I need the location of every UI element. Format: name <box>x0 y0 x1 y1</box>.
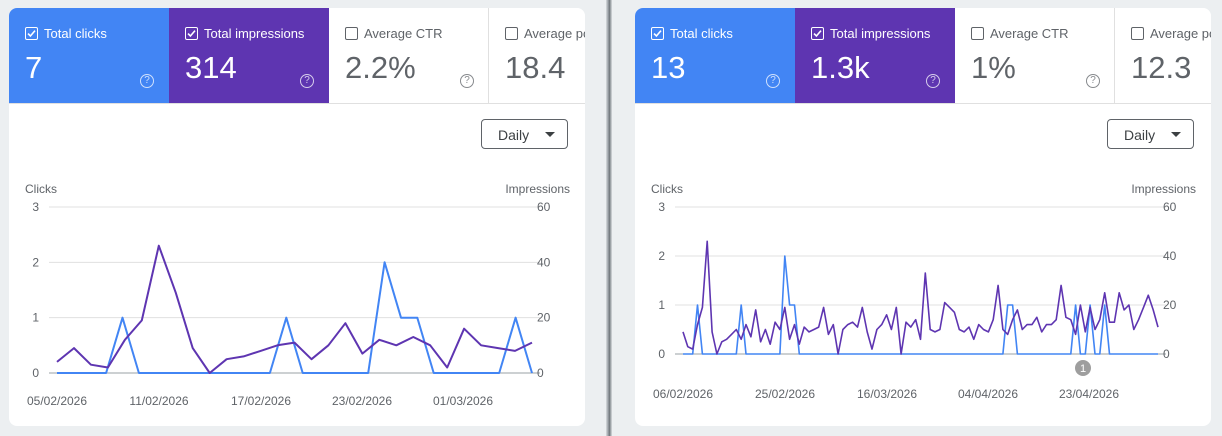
average-ctr-label: Average CTR <box>364 26 443 41</box>
period-select[interactable]: Daily <box>481 119 568 149</box>
dropdown-arrow-icon <box>1171 132 1181 137</box>
period-select-label: Daily <box>498 127 530 143</box>
total-clicks-label: Total clicks <box>44 26 107 41</box>
performance-chart: Clicks Impressions 3 60 2 40 1 20 0 0 06/02/2026 25… <box>651 182 1196 401</box>
x-tick-label: 06/02/2026 <box>653 387 713 401</box>
performance-panel-right: Total clicks 13 ? Total impressions 1.3k… <box>635 8 1211 426</box>
average-ctr-card[interactable]: Average CTR 2.2% ? <box>329 8 489 103</box>
clicks-series-line <box>683 255 1158 355</box>
total-impressions-value: 1.3k <box>811 50 870 85</box>
average-position-value: 12.3 <box>1131 50 1192 85</box>
right-tick-label: 20 <box>537 311 551 325</box>
x-tick-label: 04/04/2026 <box>958 387 1018 401</box>
average-position-card[interactable]: Average po 18.4 <box>489 8 585 103</box>
period-select-label: Daily <box>1124 127 1156 143</box>
help-icon[interactable]: ? <box>766 74 780 88</box>
right-tick-label: 20 <box>1163 298 1177 312</box>
right-tick-label: 40 <box>537 255 551 269</box>
period-select[interactable]: Daily <box>1107 119 1194 149</box>
average-ctr-value: 2.2% <box>345 50 416 85</box>
total-clicks-value: 13 <box>651 50 686 85</box>
right-axis-title: Impressions <box>505 182 570 196</box>
right-tick-label: 0 <box>537 366 544 380</box>
checkbox-unchecked-icon[interactable] <box>971 27 984 40</box>
right-tick-label: 0 <box>1163 347 1170 361</box>
left-tick-label: 3 <box>658 200 665 214</box>
left-tick-label: 0 <box>658 347 665 361</box>
help-icon[interactable]: ? <box>926 74 940 88</box>
checkbox-unchecked-icon[interactable] <box>505 27 518 40</box>
right-tick-label: 60 <box>1163 200 1177 214</box>
checkbox-unchecked-icon[interactable] <box>345 27 358 40</box>
total-impressions-card[interactable]: Total impressions 314 ? <box>169 8 329 103</box>
window-divider <box>606 0 612 436</box>
clicks-series-line <box>57 261 533 374</box>
checkbox-checked-icon[interactable] <box>185 27 198 40</box>
performance-panel-left: Total clicks 7 ? Total impressions 314 ?… <box>9 8 585 426</box>
help-icon[interactable]: ? <box>460 74 474 88</box>
total-impressions-value: 314 <box>185 50 237 85</box>
total-clicks-label: Total clicks <box>670 26 733 41</box>
right-tick-label: 60 <box>537 200 551 214</box>
average-position-card[interactable]: Average po 12.3 <box>1115 8 1211 103</box>
x-tick-label: 01/03/2026 <box>433 394 493 408</box>
impressions-series-line <box>56 244 533 374</box>
left-axis-title: Clicks <box>651 182 683 196</box>
average-ctr-card[interactable]: Average CTR 1% ? <box>955 8 1115 103</box>
left-tick-label: 1 <box>32 311 39 325</box>
right-axis-title: Impressions <box>1131 182 1196 196</box>
total-impressions-card[interactable]: Total impressions 1.3k ? <box>795 8 955 103</box>
left-tick-label: 2 <box>658 249 665 263</box>
left-tick-label: 0 <box>32 366 39 380</box>
metric-cards: Total clicks 13 ? Total impressions 1.3k… <box>635 8 1211 104</box>
total-impressions-label: Total impressions <box>830 26 931 41</box>
annotation-marker <box>1075 360 1091 376</box>
total-clicks-card[interactable]: Total clicks 7 ? <box>9 8 169 103</box>
dropdown-arrow-icon <box>545 132 555 137</box>
help-icon[interactable]: ? <box>1086 74 1100 88</box>
checkbox-unchecked-icon[interactable] <box>1131 27 1144 40</box>
x-tick-label: 05/02/2026 <box>27 394 87 408</box>
help-icon[interactable]: ? <box>300 74 314 88</box>
performance-chart: Clicks Impressions 3 60 2 40 1 20 0 0 05/02/2026 11… <box>25 182 570 408</box>
right-tick-label: 40 <box>1163 249 1177 263</box>
left-tick-label: 1 <box>658 298 665 312</box>
total-clicks-value: 7 <box>25 50 43 85</box>
x-tick-label: 17/02/2026 <box>231 394 291 408</box>
x-tick-label: 23/04/2026 <box>1059 387 1119 401</box>
metric-cards: Total clicks 7 ? Total impressions 314 ?… <box>9 8 585 104</box>
x-tick-label: 25/02/2026 <box>755 387 815 401</box>
average-ctr-label: Average CTR <box>990 26 1069 41</box>
help-icon[interactable]: ? <box>140 74 154 88</box>
checkbox-checked-icon[interactable] <box>25 27 38 40</box>
total-impressions-label: Total impressions <box>204 26 305 41</box>
left-tick-label: 3 <box>32 200 39 214</box>
average-position-label: Average po <box>1150 26 1211 41</box>
left-axis-title: Clicks <box>25 182 57 196</box>
x-tick-label: 23/02/2026 <box>332 394 392 408</box>
x-tick-label: 16/03/2026 <box>857 387 917 401</box>
annotation-label: 1 <box>1080 363 1086 375</box>
average-ctr-value: 1% <box>971 50 1016 85</box>
average-position-value: 18.4 <box>505 50 566 85</box>
total-clicks-card[interactable]: Total clicks 13 ? <box>635 8 795 103</box>
average-position-label: Average po <box>524 26 585 41</box>
checkbox-checked-icon[interactable] <box>651 27 664 40</box>
left-tick-label: 2 <box>32 255 39 269</box>
impressions-series-line <box>682 240 1159 355</box>
checkbox-checked-icon[interactable] <box>811 27 824 40</box>
x-tick-label: 11/02/2026 <box>129 394 188 408</box>
